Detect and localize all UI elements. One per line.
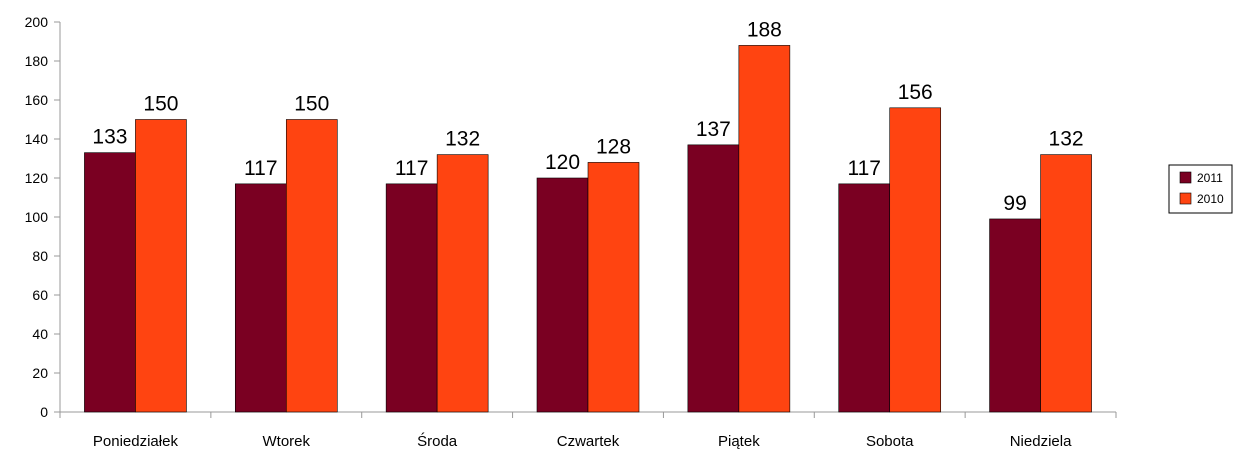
bar-2010-1 (135, 119, 187, 413)
x-category-label: Czwartek (557, 433, 620, 450)
x-category-label: Piątek (718, 433, 760, 450)
bar-2011-7 (989, 218, 1041, 413)
data-label-2011-3: 117 (395, 157, 428, 180)
data-label-2011-2: 117 (244, 157, 277, 180)
bar-2010-2 (285, 119, 338, 413)
bar-2010-3 (436, 154, 489, 413)
bar-2010-5 (738, 45, 791, 413)
legend-swatch-2010 (1179, 192, 1192, 205)
data-label-2011-6: 117 (847, 157, 880, 180)
bar-2010-4 (587, 162, 640, 413)
legend-swatch-2011 (1179, 171, 1192, 184)
bar-2011-1 (84, 152, 136, 413)
legend-box (1168, 164, 1233, 214)
data-label-2011-1: 133 (92, 126, 127, 149)
bar-2011-5 (687, 144, 740, 413)
data-label-2010-3: 132 (445, 128, 480, 151)
y-tick-label: 160 (25, 92, 49, 108)
data-label-2010-4: 128 (596, 135, 631, 158)
x-category-label: Niedziela (1010, 433, 1072, 450)
legend-label-2010: 2010 (1197, 192, 1224, 206)
data-label-2011-4: 120 (545, 151, 580, 174)
data-label-2010-5: 188 (747, 18, 782, 41)
legend-label-2011: 2011 (1197, 171, 1223, 185)
y-tick-label: 80 (32, 248, 48, 264)
data-label-2010-2: 150 (294, 93, 329, 116)
y-tick-label: 200 (25, 14, 49, 30)
bar-2011-4 (536, 177, 589, 413)
data-label-2010-6: 156 (898, 81, 933, 104)
y-tick-label: 60 (32, 287, 48, 303)
x-category-label: Poniedziałek (93, 433, 179, 450)
bar-2010-6 (889, 107, 942, 413)
y-tick-label: 140 (25, 131, 49, 147)
y-tick-label: 40 (32, 326, 48, 342)
bar-2010-7 (1040, 154, 1092, 413)
y-tick-label: 0 (40, 404, 48, 420)
bar-2011-6 (838, 183, 891, 413)
data-label-2011-7: 99 (1003, 192, 1026, 215)
x-category-label: Sobota (866, 433, 914, 450)
data-label-2010-1: 150 (143, 93, 178, 116)
data-label-2011-5: 137 (696, 118, 731, 141)
x-category-label: Środa (417, 432, 458, 450)
y-tick-label: 20 (32, 365, 48, 381)
y-tick-label: 180 (25, 53, 49, 69)
y-tick-label: 100 (25, 209, 49, 225)
data-label-2010-7: 132 (1049, 128, 1084, 151)
x-category-label: Wtorek (263, 433, 311, 450)
y-tick-label: 120 (25, 170, 49, 186)
bar-2011-3 (385, 183, 438, 413)
bar-2011-2 (234, 183, 287, 413)
